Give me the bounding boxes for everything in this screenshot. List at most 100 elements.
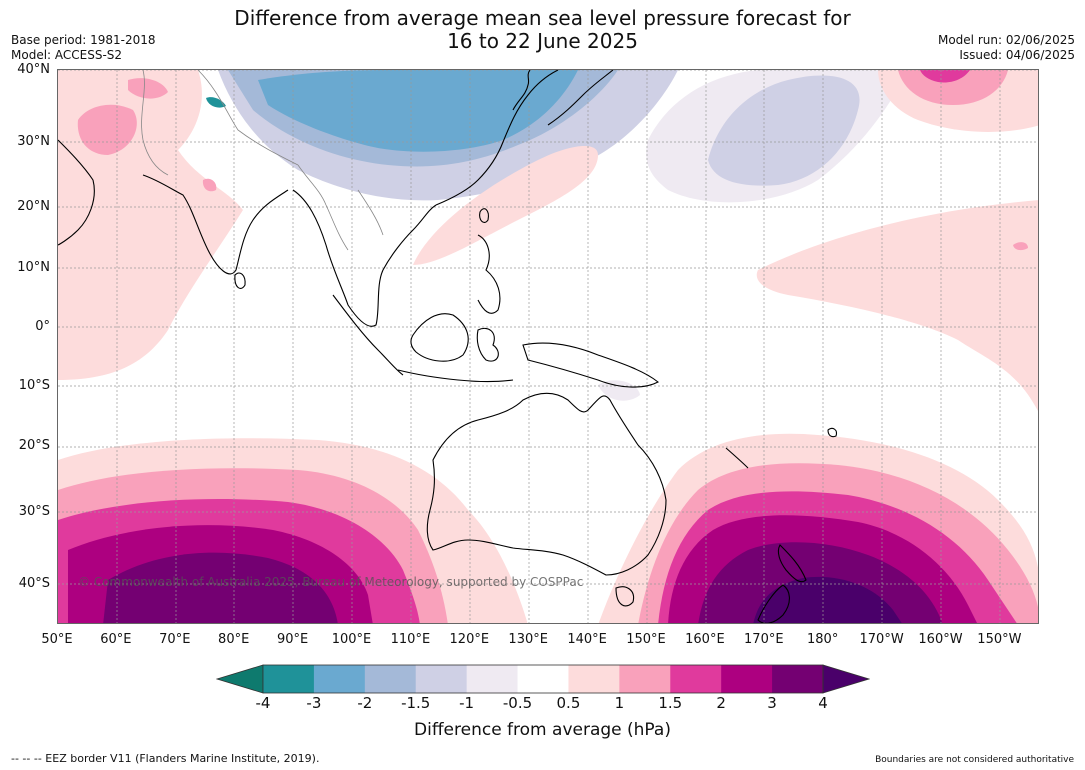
coast-australia bbox=[426, 392, 667, 576]
coast-india bbox=[142, 174, 289, 275]
colorbar-tick-label: -1 bbox=[459, 694, 475, 712]
coast-borneo bbox=[410, 313, 469, 362]
colorbar-tick-label: -1.5 bbox=[401, 694, 431, 712]
colorbar-swatch bbox=[721, 665, 773, 693]
colorbar-title: Difference from average (hPa) bbox=[414, 720, 671, 740]
latitude-label: 10°S bbox=[18, 378, 50, 393]
pos-anomaly-north-pacific-1 bbox=[898, 70, 1008, 105]
colorbar-swatch bbox=[517, 665, 569, 693]
longitude-label: 90°E bbox=[276, 632, 309, 647]
pos-anomaly-west-pacific bbox=[413, 145, 598, 265]
latitude-label: 0° bbox=[35, 319, 50, 334]
longitude-label: 150°E bbox=[626, 632, 666, 647]
latitude-label: 20°N bbox=[17, 199, 50, 214]
map-panel: © Commonwealth of Australia 2025, Bureau… bbox=[57, 69, 1039, 624]
coast-taiwan bbox=[479, 208, 489, 223]
pos-anomaly-arabia-2 bbox=[128, 78, 168, 99]
colorbar-swatch bbox=[263, 665, 315, 693]
longitude-label: 60°E bbox=[100, 632, 132, 647]
coast-sulawesi bbox=[476, 327, 499, 362]
model-run: Model run: 02/06/2025 bbox=[937, 33, 1075, 47]
pressure-anomaly-map: © Commonwealth of Australia 2025, Bureau… bbox=[58, 70, 1038, 623]
colorbar-tick-label: 2 bbox=[716, 694, 726, 712]
longitude-label: 160°W bbox=[918, 632, 963, 647]
colorbar-swatch bbox=[619, 665, 671, 693]
colorbar-tick-label: -2 bbox=[357, 694, 373, 712]
longitude-label: 130°E bbox=[508, 632, 548, 647]
coast-korea bbox=[512, 70, 531, 111]
latitude-label: 20°S bbox=[18, 438, 50, 453]
coast-java bbox=[397, 369, 514, 383]
base-period: Base period: 1981-2018 bbox=[11, 33, 156, 47]
coast-nz-south bbox=[757, 584, 790, 623]
latitude-label: 30°N bbox=[17, 134, 50, 149]
map-title-line1: Difference from average mean sea level p… bbox=[234, 6, 851, 30]
neg-anomaly-core bbox=[206, 97, 226, 108]
latitude-label: 10°N bbox=[17, 260, 50, 275]
colorbar-swatch bbox=[415, 665, 468, 693]
pos-anomaly-north-pacific-2 bbox=[920, 70, 970, 83]
neg-anomaly-east-asia-2 bbox=[258, 70, 578, 152]
coast-japan bbox=[547, 70, 614, 126]
longitude-label: 50°E bbox=[41, 632, 73, 647]
coast-sri-lanka bbox=[234, 272, 246, 289]
neg-anomaly-coral-sea bbox=[598, 380, 640, 401]
pos-anomaly-south-indian-4 bbox=[103, 552, 338, 623]
longitude-label: 170°W bbox=[859, 632, 904, 647]
longitude-label: 180° bbox=[807, 632, 839, 647]
coast-tasmania bbox=[615, 586, 635, 607]
colorbar bbox=[216, 664, 870, 694]
map-title-line2: 16 to 22 June 2025 bbox=[447, 29, 638, 53]
coast-china bbox=[435, 70, 559, 206]
colorbar-arrow-low bbox=[216, 664, 264, 694]
country-borders bbox=[141, 70, 384, 251]
eez-note: -- -- -- EEZ border V11 (Flanders Marine… bbox=[11, 752, 320, 765]
colorbar-tick-label: -3 bbox=[306, 694, 322, 712]
coast-new-caledonia bbox=[725, 447, 749, 469]
latitude-label: 30°S bbox=[18, 504, 50, 519]
colorbar-swatch bbox=[313, 665, 366, 693]
colorbar-arrow-high bbox=[822, 664, 870, 694]
coast-arabia bbox=[58, 139, 95, 246]
issued-date: Issued: 04/06/2025 bbox=[959, 48, 1075, 62]
colorbar-swatch bbox=[772, 665, 824, 693]
coast-indochina bbox=[292, 189, 437, 327]
pos-anomaly-central-pacific-1 bbox=[1013, 242, 1028, 251]
latitude-label: 40°S bbox=[18, 576, 50, 591]
coast-fiji bbox=[827, 427, 837, 438]
pos-anomaly-central-pacific bbox=[756, 200, 1038, 412]
colorbar-swatch bbox=[568, 665, 620, 693]
longitude-label: 80°E bbox=[218, 632, 250, 647]
map-graticule bbox=[58, 70, 1038, 623]
colorbar-swatch bbox=[364, 665, 417, 693]
longitude-label: 120°E bbox=[449, 632, 490, 647]
longitude-label: 160°E bbox=[685, 632, 725, 647]
coast-philippines bbox=[477, 234, 501, 314]
coast-nz-north bbox=[777, 544, 807, 583]
colorbar-swatch bbox=[670, 665, 722, 693]
colorbar-swatch bbox=[466, 665, 519, 693]
colorbar-tick-label: 3 bbox=[767, 694, 777, 712]
latitude-label: 40°N bbox=[17, 62, 50, 77]
colorbar-tick-label: 0.5 bbox=[556, 694, 581, 712]
pos-anomaly-tasman-5 bbox=[753, 576, 902, 623]
colorbar-tick-label: -4 bbox=[255, 694, 271, 712]
colorbar-tick-label: -0.5 bbox=[502, 694, 533, 712]
colorbar-tick-label: 1 bbox=[614, 694, 625, 712]
model-name: Model: ACCESS-S2 bbox=[11, 48, 123, 62]
longitude-label: 150°W bbox=[977, 632, 1022, 647]
longitude-label: 100°E bbox=[331, 632, 372, 647]
coast-sumatra bbox=[332, 294, 404, 376]
pos-anomaly-india bbox=[202, 178, 217, 192]
copyright-text: © Commonwealth of Australia 2025, Bureau… bbox=[78, 575, 583, 589]
coast-new-guinea bbox=[522, 342, 659, 388]
colorbar-tick-label: 1.5 bbox=[658, 694, 683, 712]
boundaries-note: Boundaries are not considered authoritat… bbox=[875, 755, 1074, 765]
neg-anomaly-north-pacific-1 bbox=[708, 75, 860, 186]
colorbar-tick-label: 4 bbox=[818, 694, 828, 712]
land-outlines bbox=[58, 70, 837, 623]
longitude-label: 170°E bbox=[744, 632, 784, 647]
pos-anomaly-arabia-1 bbox=[77, 104, 137, 155]
longitude-label: 70°E bbox=[159, 632, 191, 647]
longitude-label: 110°E bbox=[390, 632, 431, 647]
